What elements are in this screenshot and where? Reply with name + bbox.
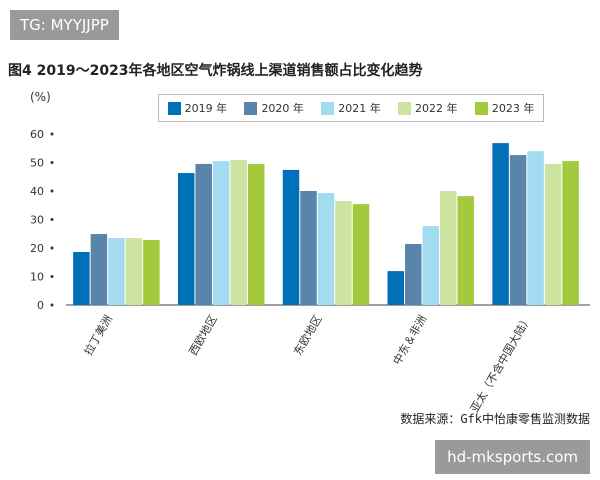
- y-tick-label: 50: [30, 157, 44, 170]
- y-tick-label: 40: [30, 185, 44, 198]
- bar: [405, 244, 422, 305]
- legend-swatch: [398, 101, 412, 115]
- bar: [73, 251, 90, 305]
- legend-swatch: [244, 101, 258, 115]
- legend: 2019 年 2020 年 2021 年 2022 年 2023 年: [158, 94, 544, 122]
- y-axis-unit: (%): [30, 90, 51, 104]
- watermark-bottom: hd-mksports.com: [435, 440, 590, 474]
- y-tick-mark: [50, 161, 54, 164]
- bar: [440, 191, 457, 305]
- chart-title: 图4 2019～2023年各地区空气炸锅线上渠道销售额占比变化趋势: [8, 63, 423, 79]
- y-tick-mark: [50, 275, 54, 278]
- bar: [230, 159, 247, 305]
- legend-swatch: [321, 101, 335, 115]
- y-tick-mark: [50, 303, 54, 307]
- bar: [108, 238, 125, 305]
- bar: [317, 192, 335, 305]
- legend-label: 2020 年: [261, 102, 304, 115]
- y-tick-label: 20: [30, 242, 44, 255]
- y-tick-mark: [50, 218, 54, 221]
- legend-swatch: [167, 101, 181, 115]
- bar: [282, 169, 300, 305]
- legend-item: 2022 年: [398, 100, 458, 116]
- bar: [212, 161, 230, 305]
- bar: [422, 226, 440, 305]
- x-tick-label: 西欧地区: [187, 313, 220, 358]
- y-tick-label: 0: [37, 299, 44, 312]
- bar: [562, 161, 579, 305]
- x-tick-label: 中东＆非洲: [391, 313, 430, 367]
- bar: [527, 151, 544, 305]
- legend-label: 2019 年: [184, 102, 228, 115]
- x-tick-label: 亚太（不含中国大陆）: [467, 313, 534, 415]
- bar: [300, 191, 317, 305]
- bar: [125, 238, 143, 305]
- bar: [492, 143, 509, 305]
- bar: [352, 204, 370, 305]
- bar: [247, 163, 265, 305]
- watermark-top: TG: MYYJJPP: [10, 10, 119, 40]
- x-tick-label: 拉丁美洲: [81, 313, 115, 358]
- y-tick-mark: [50, 246, 54, 250]
- bar: [90, 234, 108, 305]
- bar: [195, 163, 212, 305]
- legend-label: 2023 年: [491, 102, 535, 115]
- y-tick-label: 30: [30, 214, 44, 227]
- y-tick-mark: [50, 132, 54, 136]
- y-tick-label: 60: [30, 128, 44, 141]
- bar: [544, 163, 562, 305]
- bar: [335, 200, 352, 305]
- legend-label: 2022 年: [415, 102, 458, 115]
- bar: [143, 240, 160, 305]
- y-tick-label: 10: [30, 271, 44, 284]
- y-tick-mark: [50, 189, 54, 193]
- legend-item: 2021 年: [321, 100, 381, 116]
- legend-label: 2021 年: [338, 102, 381, 115]
- bar: [509, 155, 527, 305]
- x-tick-label: 东欧地区: [291, 313, 324, 358]
- bar: [457, 196, 475, 305]
- bar: [177, 173, 195, 305]
- legend-item: 2023 年: [474, 100, 535, 116]
- source-note: 数据来源：Gfk中怡康零售监测数据: [400, 412, 590, 426]
- legend-swatch: [474, 101, 488, 115]
- legend-item: 2020 年: [244, 100, 304, 116]
- legend-item: 2019 年: [167, 100, 228, 116]
- bar: [387, 271, 405, 305]
